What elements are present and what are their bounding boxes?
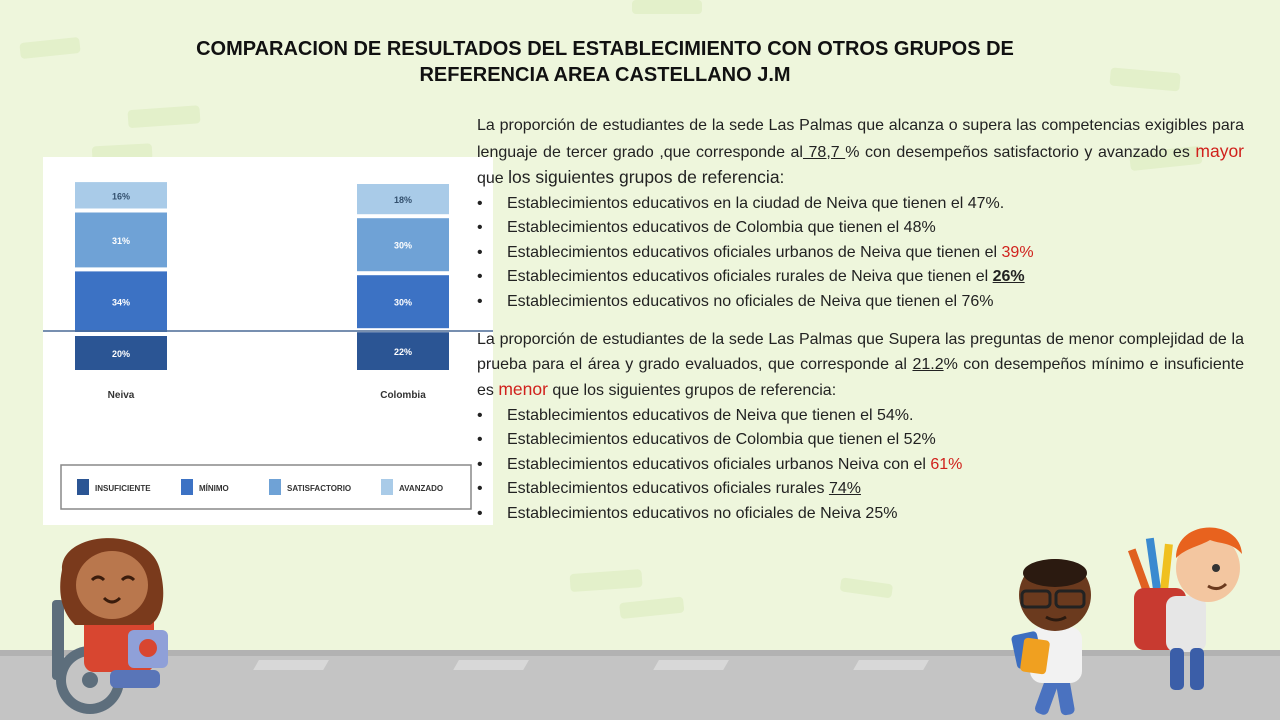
legend-swatch (181, 479, 193, 495)
list-item: • Establecimientos educativos no oficiale… (477, 290, 1244, 315)
bar-segment (357, 332, 449, 370)
paragraph-2-text: La proporción de estudiantes de la sede … (477, 331, 1244, 373)
list-item-highlight: 26% (992, 268, 1025, 285)
bullet: • (477, 194, 483, 212)
paragraph-2-text-3: que los siguientes grupos de referencia: (547, 382, 837, 399)
bullet: • (477, 431, 483, 448)
bullet: • (477, 292, 483, 310)
data-label: 16% (112, 191, 130, 201)
list-item: • Establecimientos educativos de Colombia… (477, 216, 1244, 241)
kid-glasses-illustration (1011, 559, 1091, 716)
data-label: 31% (112, 236, 130, 246)
paragraph-2: La proporción de estudiantes de la sede … (477, 328, 1244, 404)
bullet: • (477, 406, 483, 424)
bar-segment (75, 336, 167, 370)
legend-swatch (269, 479, 281, 495)
list-item-text: Establecimientos educativos de Neiva que… (507, 406, 914, 424)
legend-label: SATISFACTORIO (287, 484, 351, 493)
kid-backpack-illustration (1127, 527, 1242, 690)
list-1: • Establecimientos educativos en la ciuda… (477, 192, 1244, 315)
list-item: • Establecimientos educativos oficiales u… (477, 453, 1244, 478)
paragraph-1-value: 78,7 (802, 143, 846, 161)
legend-swatch (77, 479, 89, 495)
bullet: • (477, 243, 483, 261)
data-label: 34% (112, 298, 130, 308)
bar-segment (357, 184, 449, 215)
list-item-highlight: 39% (1001, 243, 1034, 261)
bullet: • (477, 480, 483, 497)
bar-segment (75, 212, 167, 268)
list-item-text: Establecimientos educativos en la ciudad… (507, 194, 1005, 212)
legend-label: INSUFICIENTE (95, 484, 151, 493)
bar-segment (357, 218, 449, 272)
bar-segment (75, 271, 167, 332)
list-item: • Establecimientos educativos en la ciuda… (477, 192, 1244, 217)
list-item-text: Establecimientos educativos no oficiales… (507, 504, 898, 522)
paragraph-2-value: 21.2 (912, 355, 944, 373)
list-item: • Establecimientos educativos no oficiale… (477, 502, 1244, 527)
list-item-text: Establecimientos educativos oficiales ur… (507, 455, 963, 473)
legend-label: AVANZADO (399, 484, 443, 493)
data-label: 30% (394, 241, 412, 251)
stacked-bar-chart: 20% 34% 31% 16% Neiva 22% 30% 30% 18% Colombia INS… (43, 182, 493, 510)
data-label: 22% (394, 347, 412, 357)
category-label: Colombia (380, 390, 426, 401)
bar-segment (75, 182, 167, 209)
paragraph-1-text-3: que (477, 170, 509, 187)
bullet: • (477, 219, 483, 236)
list-item-highlight: 74% (828, 480, 861, 497)
list-item: • Establecimientos educativos oficiales r… (477, 265, 1244, 290)
list-item: • Establecimientos educativos de Neiva qu… (477, 404, 1244, 429)
data-label: 20% (112, 349, 130, 359)
text-block: La proporción de estudiantes de la sede … (477, 114, 1244, 526)
bullet: • (477, 455, 483, 473)
bullet: • (477, 268, 483, 285)
list-item-text: Establecimientos educativos oficiales ur… (507, 243, 1034, 261)
list-item: • Establecimientos educativos oficiales r… (477, 477, 1244, 502)
legend-box (60, 464, 472, 510)
paragraph-1-text-4: los siguientes grupos de referencia: (508, 167, 785, 187)
category-label: Neiva (108, 390, 135, 401)
data-label: 18% (394, 195, 412, 205)
paragraph-1-text: La proporción de estudiantes de la sede … (477, 117, 1244, 161)
data-label: 30% (394, 298, 412, 308)
legend-label: MÍNIMO (199, 484, 229, 493)
paragraph-2-text-2: % con desempeños mínimo e insuficiente e… (477, 355, 1244, 400)
legend-swatch (381, 479, 393, 495)
list-item-text: Establecimientos educativos de Colombia … (507, 431, 936, 448)
list-item-text: Establecimientos educativos de Colombia … (507, 219, 936, 236)
list-2: • Establecimientos educativos de Neiva qu… (477, 404, 1244, 527)
kid-wheelchair-illustration (52, 538, 168, 714)
paragraph-1: La proporción de estudiantes de la sede … (477, 114, 1244, 192)
paragraph-2-keyword: menor (498, 379, 548, 399)
title-line-2: REFERENCIA AREA CASTELLANO J.M (419, 64, 791, 86)
list-item-text: Establecimientos educativos oficiales ru… (507, 480, 861, 497)
chart-panel: 20% 34% 31% 16% Neiva 22% 30% 30% 18% Colombia INS… (43, 157, 493, 525)
list-item-highlight: 61% (930, 455, 963, 473)
list-item: • Establecimientos educativos oficiales u… (477, 241, 1244, 266)
list-item-text: Establecimientos educativos oficiales ru… (507, 268, 1025, 285)
bullet: • (477, 504, 483, 522)
paragraph-1-keyword: mayor (1195, 140, 1245, 161)
paragraph-1-text-2: % con desempeños satisfactorio y avanzad… (845, 143, 1196, 161)
list-item: • Establecimientos educativos de Colombia… (477, 428, 1244, 453)
list-item-text: Establecimientos educativos no oficiales… (507, 292, 994, 310)
bar-segment (357, 275, 449, 329)
title-line-1: COMPARACION DE RESULTADOS DEL ESTABLECIM… (196, 38, 1014, 60)
slide-title: COMPARACION DE RESULTADOS DEL ESTABLECIM… (60, 36, 1150, 88)
